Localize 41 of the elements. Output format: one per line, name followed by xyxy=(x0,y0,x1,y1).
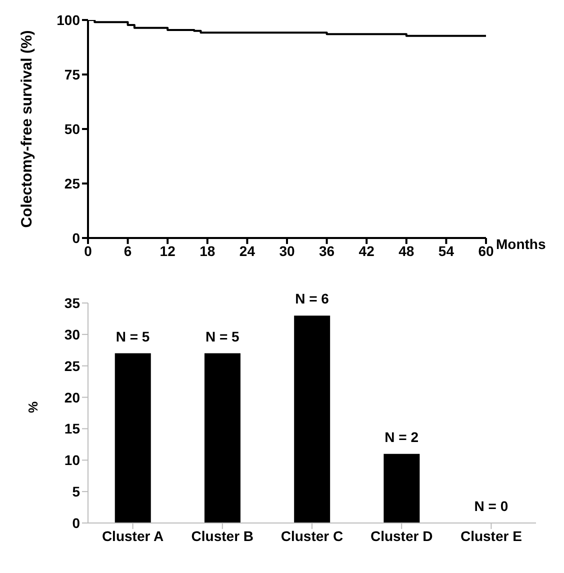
x-tick-label: Cluster A xyxy=(102,528,164,544)
x-tick-label: 24 xyxy=(239,242,256,259)
x-axis-title: Months xyxy=(496,236,546,252)
x-tick-label: 36 xyxy=(319,242,335,259)
x-tick-label: 48 xyxy=(398,242,414,259)
x-tick-label: Cluster B xyxy=(191,528,254,544)
x-tick-label: 6 xyxy=(124,242,132,259)
y-tick-label: 15 xyxy=(64,420,80,437)
bar xyxy=(294,316,330,523)
x-tick-label: 12 xyxy=(160,242,176,259)
y-tick-label: 100 xyxy=(56,12,80,28)
y-tick-label: 75 xyxy=(64,66,80,82)
y-tick-label: 0 xyxy=(72,230,80,246)
y-tick-label: 50 xyxy=(64,120,80,137)
bar xyxy=(204,353,240,523)
y-tick-label: 35 xyxy=(64,294,80,311)
annotation: N = 5 xyxy=(116,328,150,344)
annotation: N = 2 xyxy=(384,428,419,445)
annotation: N = 6 xyxy=(295,290,330,307)
x-tick-label: 60 xyxy=(478,242,494,259)
annotation: N = 5 xyxy=(205,328,240,344)
y-axis-title: % xyxy=(26,401,41,413)
y-tick-label: 10 xyxy=(64,452,80,468)
x-tick-label: Cluster D xyxy=(370,528,433,544)
y-tick-label: 25 xyxy=(64,358,80,374)
bar xyxy=(114,353,151,523)
y-tick-label: 5 xyxy=(72,484,80,500)
x-tick-label: 18 xyxy=(200,242,216,259)
y-tick-label: 25 xyxy=(64,175,80,192)
x-tick-label: 42 xyxy=(358,242,375,259)
x-tick-label: 30 xyxy=(279,242,295,259)
x-tick-label: Cluster E xyxy=(460,528,522,544)
y-tick-label: 20 xyxy=(64,389,80,406)
bar xyxy=(384,454,420,523)
annotation: N = 0 xyxy=(474,498,508,514)
x-tick-label: Cluster C xyxy=(280,528,344,544)
y-axis-title: Colectomy-free survival (%) xyxy=(18,30,36,228)
y-tick-label: 30 xyxy=(64,326,80,342)
x-tick-label: 54 xyxy=(438,242,454,259)
x-tick-label: 0 xyxy=(84,242,92,259)
y-tick-label: 0 xyxy=(72,514,80,531)
